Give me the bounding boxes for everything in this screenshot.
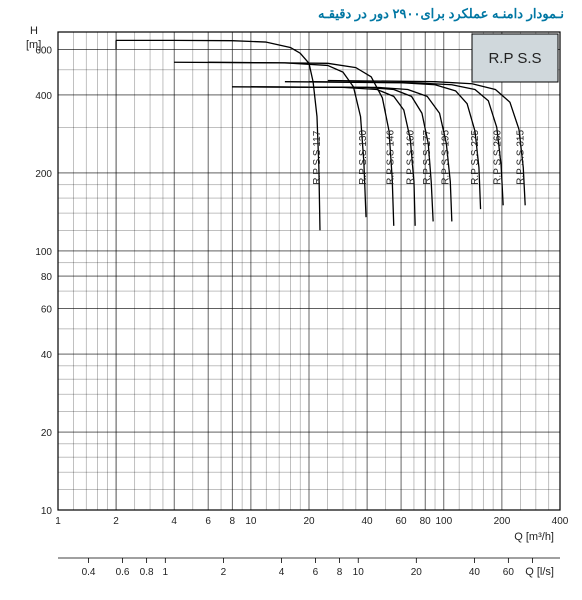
curve-label-RPSS260: R.P S.S 260: [493, 130, 504, 185]
curve-label-RPSS195: R.P S.S 195: [441, 130, 452, 185]
x-tick-label: 20: [303, 516, 315, 527]
x-tick-label: 100: [436, 516, 453, 527]
x-tick-label: 400: [552, 516, 569, 527]
x2-tick-label: 0.4: [82, 567, 96, 578]
y-tick-label: 10: [41, 506, 53, 517]
x2-tick-label: 20: [411, 567, 423, 578]
x-tick-label: 4: [171, 516, 177, 527]
x-tick-label: 10: [245, 516, 257, 527]
curve-label-RPSS130: R.P S.S 130: [358, 130, 369, 185]
x-tick-label: 80: [420, 516, 432, 527]
y-axis-label-1: H: [30, 25, 38, 37]
x-tick-label: 60: [395, 516, 407, 527]
x-tick-label: 200: [494, 516, 511, 527]
y-axis-label-2: [m]: [26, 39, 41, 51]
x-tick-label: 1: [55, 516, 61, 527]
x2-tick-label: 4: [279, 567, 285, 578]
x2-tick-label: 8: [337, 567, 343, 578]
x2-tick-label: 40: [469, 567, 481, 578]
curve-label-RPSS117: R.P S.S 117: [312, 130, 323, 185]
y-tick-label: 200: [35, 169, 52, 180]
curve-RPSS130: [174, 62, 366, 217]
x2-tick-label: 6: [313, 567, 319, 578]
y-tick-label: 80: [41, 272, 53, 283]
x-tick-label: 40: [362, 516, 374, 527]
x2-tick-label: 2: [221, 567, 227, 578]
x-tick-label: 6: [205, 516, 211, 527]
x-tick-label: 2: [113, 516, 119, 527]
curve-label-RPSS160: R.P S.S 160: [405, 130, 416, 185]
y-tick-label: 40: [41, 350, 53, 361]
x-tick-label: 8: [229, 516, 235, 527]
x2-axis-label: Q [l/s]: [525, 566, 554, 578]
x-axis-label: Q [m³/h]: [514, 531, 554, 543]
curve-label-RPSS146: R.P S.S 146: [386, 130, 397, 185]
x2-tick-label: 0.8: [140, 567, 154, 578]
curve-label-RPSS177: R.P S.S 177: [422, 130, 433, 185]
y-tick-label: 60: [41, 304, 53, 315]
y-tick-label: 20: [41, 428, 53, 439]
curve-label-RPSS315: R.P S.S 315: [516, 130, 527, 185]
x2-tick-label: 10: [353, 567, 365, 578]
curve-label-RPSS225: R.P S.S 225: [470, 130, 481, 185]
y-tick-label: 400: [35, 91, 52, 102]
x2-tick-label: 60: [503, 567, 515, 578]
y-tick-label: 100: [35, 247, 52, 258]
x2-tick-label: 0.6: [116, 567, 130, 578]
performance-chart: 1020406080100200400600124681020406080100…: [0, 0, 582, 600]
curve-RPSS117: [116, 40, 320, 230]
series-box-label: R.P S.S: [488, 50, 541, 67]
x2-tick-label: 1: [163, 567, 169, 578]
